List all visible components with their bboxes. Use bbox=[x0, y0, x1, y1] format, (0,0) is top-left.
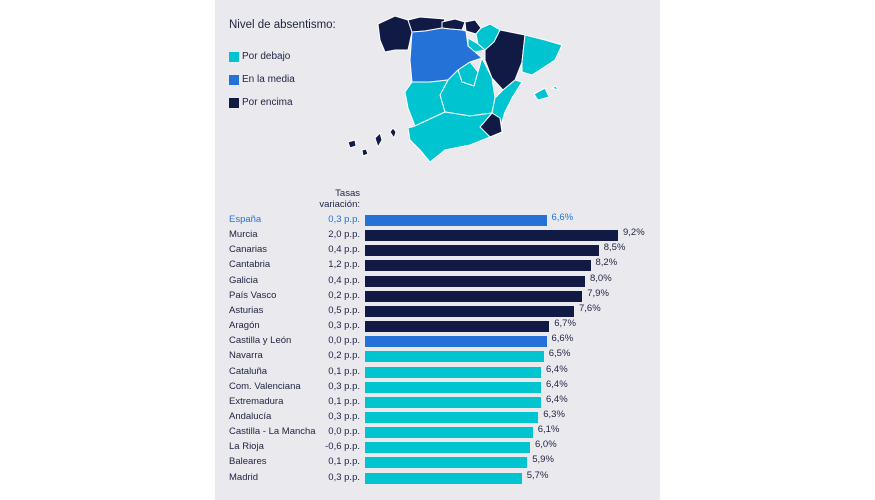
value-label: 6,5% bbox=[548, 348, 571, 360]
variation-header-line2: variación: bbox=[319, 199, 360, 210]
variation-label: 0,2 p.p. bbox=[328, 289, 360, 301]
variation-label: 0,1 p.p. bbox=[328, 365, 360, 377]
legend-swatch-average bbox=[229, 75, 239, 85]
map-region-com-valenciana bbox=[491, 79, 523, 130]
value-label: 8,0% bbox=[590, 272, 612, 284]
value-label: 6,6% bbox=[551, 212, 574, 223]
category-label: España bbox=[229, 214, 262, 225]
map-region-baleares bbox=[533, 87, 550, 101]
value-label: 8,5% bbox=[603, 242, 626, 254]
category-label: Extremadura bbox=[229, 395, 284, 407]
value-label: 6,4% bbox=[546, 378, 568, 390]
category-label: Asturias bbox=[229, 304, 264, 316]
category-label: Castilla - La Mancha bbox=[229, 426, 316, 438]
value-label: 7,6% bbox=[579, 302, 601, 314]
variation-label: 0,3 p.p. bbox=[328, 410, 360, 422]
bar bbox=[365, 427, 533, 439]
category-label: Castilla y León bbox=[229, 335, 292, 347]
legend-title: Nivel de absentismo: bbox=[229, 19, 336, 31]
variation-label: 0,3 p.p. bbox=[328, 320, 360, 332]
category-label: Galicia bbox=[229, 274, 259, 286]
category-label: La Rioja bbox=[229, 441, 264, 453]
variation-label: 0,3 p.p. bbox=[328, 471, 360, 483]
map-region-canarias bbox=[389, 127, 397, 140]
value-label: 6,6% bbox=[551, 333, 574, 345]
bar bbox=[365, 245, 599, 257]
bar bbox=[365, 366, 541, 378]
category-label: Murcia bbox=[229, 229, 258, 241]
value-label: 8,2% bbox=[595, 257, 618, 269]
bar bbox=[365, 442, 530, 454]
bar bbox=[365, 305, 574, 317]
bar bbox=[365, 290, 583, 302]
value-label: 6,1% bbox=[537, 424, 560, 436]
value-label: 6,4% bbox=[546, 363, 568, 375]
value-label: 6,4% bbox=[546, 393, 568, 405]
legend-label-above: Por encima bbox=[242, 97, 293, 108]
bar bbox=[365, 275, 585, 287]
legend-swatch-above bbox=[229, 98, 239, 108]
value-label: 6,7% bbox=[554, 318, 576, 330]
variation-label: -0,6 p.p. bbox=[325, 441, 360, 453]
variation-label: 0,1 p.p. bbox=[328, 456, 360, 468]
variation-label: 0,4 p.p. bbox=[328, 244, 360, 256]
category-label: Navarra bbox=[229, 350, 263, 362]
variation-label: 0,2 p.p. bbox=[328, 350, 360, 362]
bar bbox=[365, 260, 591, 272]
category-label: Andalucía bbox=[229, 410, 272, 422]
variation-label: 2,0 p.p. bbox=[328, 229, 360, 241]
variation-label: 0,3 p.p. bbox=[328, 380, 360, 392]
bar bbox=[365, 215, 547, 226]
bar bbox=[365, 396, 541, 408]
legend-label-below: Por debajo bbox=[242, 51, 291, 62]
map-region-cataluña bbox=[521, 34, 563, 76]
value-label: 9,2% bbox=[623, 227, 645, 239]
category-label: Canarias bbox=[229, 244, 268, 256]
legend-label-average: En la media bbox=[242, 74, 295, 85]
variation-label: 0,0 p.p. bbox=[328, 426, 360, 438]
category-label: País Vasco bbox=[229, 289, 277, 301]
value-label: 6,0% bbox=[535, 439, 557, 451]
value-label: 5,7% bbox=[526, 469, 549, 481]
variation-header-line1: Tasas bbox=[335, 188, 360, 199]
bar bbox=[365, 336, 547, 348]
variation-label: 1,2 p.p. bbox=[328, 259, 360, 271]
variation-label: 0,5 p.p. bbox=[328, 304, 360, 316]
category-label: Cataluña bbox=[229, 365, 268, 377]
map-region-canarias bbox=[374, 132, 383, 149]
category-label: Aragón bbox=[229, 320, 260, 332]
bar bbox=[365, 351, 544, 363]
bar bbox=[365, 230, 618, 242]
bar bbox=[365, 381, 541, 393]
category-label: Cantabria bbox=[229, 259, 271, 271]
bar bbox=[365, 457, 528, 469]
variation-label: 0,4 p.p. bbox=[328, 274, 360, 286]
map-region-canarias bbox=[361, 148, 369, 157]
variation-label: 0,1 p.p. bbox=[328, 395, 360, 407]
value-label: 5,9% bbox=[532, 454, 554, 466]
value-label: 6,3% bbox=[543, 408, 565, 420]
category-label: Com. Valenciana bbox=[229, 380, 301, 392]
bar bbox=[365, 472, 522, 484]
map-region-galicia bbox=[377, 15, 413, 53]
bar bbox=[365, 321, 550, 333]
category-label: Madrid bbox=[229, 471, 259, 483]
map-region-andalucía bbox=[407, 111, 494, 163]
bar bbox=[365, 411, 539, 423]
value-label: 7,9% bbox=[587, 287, 609, 299]
category-label: Baleares bbox=[229, 456, 267, 468]
map-region-baleares bbox=[550, 85, 559, 91]
map-region-canarias bbox=[347, 139, 357, 149]
legend-swatch-below bbox=[229, 52, 239, 62]
variation-label: 0,3 p.p. bbox=[328, 214, 360, 225]
variation-label: 0,0 p.p. bbox=[328, 335, 360, 347]
